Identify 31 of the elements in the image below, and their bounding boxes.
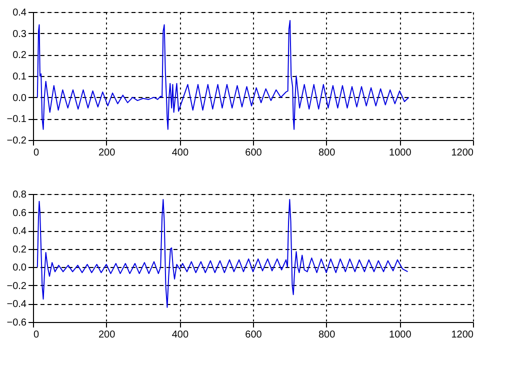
x-tick-label: 200 (98, 148, 116, 158)
x-tick-label: 1200 (451, 330, 474, 340)
y-tick-label: 0.3 (12, 28, 27, 40)
x-tick-label: 200 (98, 330, 116, 340)
y-tick-label: −0.6 (6, 318, 27, 328)
y-tick-label: 0.0 (12, 262, 27, 274)
x-tick-label: 0 (34, 330, 40, 340)
x-tick-label: 800 (318, 148, 336, 158)
x-tick-label: 600 (245, 330, 262, 340)
x-tick-label: 1200 (451, 148, 474, 158)
y-tick-label: 0.2 (12, 50, 27, 62)
y-tick-label: 0.4 (12, 8, 27, 18)
y-tick-label: −0.4 (6, 299, 27, 310)
x-tick-label: 600 (245, 148, 262, 158)
x-tick-label: 0 (34, 148, 40, 158)
y-tick-label: 0.8 (12, 190, 27, 200)
y-tick-label: −0.1 (6, 114, 27, 126)
y-tick-label: 0.6 (12, 208, 27, 219)
y-tick-label: 0.4 (12, 226, 27, 238)
y-tick-label: 0.0 (12, 92, 27, 104)
x-tick-label: 800 (318, 330, 336, 340)
y-tick-label: 0.1 (12, 72, 27, 82)
y-tick-label: −0.2 (6, 136, 27, 146)
line-series (36, 20, 410, 130)
y-tick-label: 0.2 (12, 244, 27, 256)
x-tick-label: 1000 (389, 148, 412, 158)
x-tick-label: 400 (172, 330, 189, 340)
x-tick-label: 400 (172, 148, 189, 158)
y-tick-label: −0.2 (6, 280, 27, 292)
line-series (36, 198, 408, 308)
x-tick-label: 1000 (389, 330, 412, 340)
